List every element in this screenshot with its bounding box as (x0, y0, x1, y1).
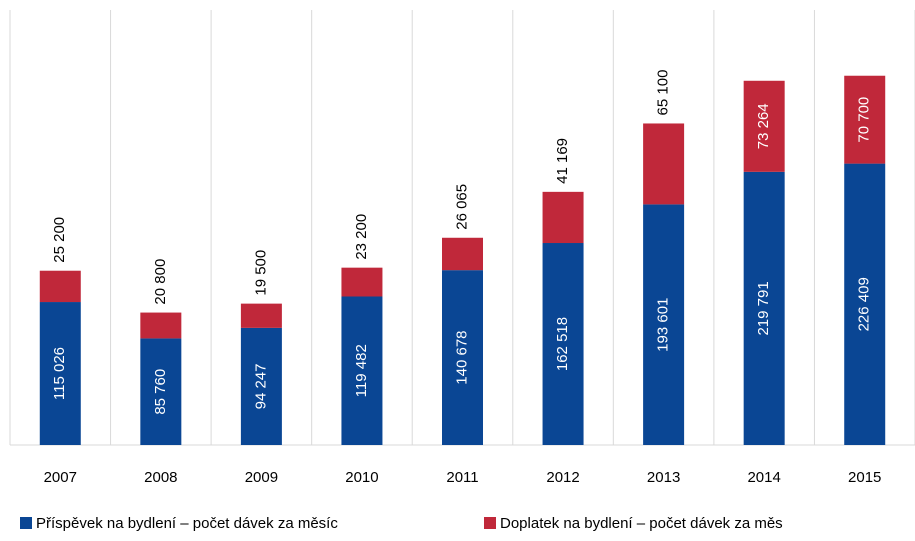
bar-segment (844, 163, 886, 445)
x-tick-label: 2010 (345, 469, 378, 486)
data-label: 85 760 (152, 369, 169, 415)
legend-label: Příspěvek na bydlení – počet dávek za mě… (36, 515, 338, 532)
data-label: 19 500 (252, 250, 269, 296)
x-tick-label: 2015 (848, 469, 881, 486)
data-label: 115 026 (51, 347, 68, 400)
legend-swatch (484, 517, 496, 529)
x-tick-label: 2011 (446, 469, 478, 486)
data-label: 226 409 (856, 277, 873, 331)
bar-segment (844, 75, 886, 164)
x-tick-label: 2008 (144, 469, 177, 486)
data-label: 193 601 (655, 298, 672, 352)
bar-segment (140, 312, 182, 339)
legend-swatch (20, 517, 32, 529)
bar-segment (542, 243, 584, 445)
bar-segment (643, 123, 685, 205)
bar-segment (341, 296, 383, 445)
bar-segment (39, 302, 81, 445)
x-tick-label: 2009 (245, 469, 278, 486)
bar-segment (643, 204, 685, 445)
bar-segment (442, 237, 483, 271)
bar-segment (542, 191, 584, 244)
x-tick-label: 2007 (44, 469, 77, 486)
data-label: 162 518 (554, 317, 571, 371)
x-tick-label: 2014 (747, 469, 780, 486)
bar-segment (743, 80, 785, 172)
data-label: 70 700 (856, 97, 873, 143)
x-tick-label: 2012 (546, 469, 579, 486)
data-label: 73 264 (755, 103, 772, 149)
bar-segment (240, 303, 282, 328)
data-label: 65 100 (655, 70, 672, 116)
bar-segment (240, 327, 282, 445)
bar-segment (39, 270, 81, 303)
data-label: 41 169 (554, 138, 571, 184)
data-label: 26 065 (453, 184, 470, 230)
bar-segment (341, 267, 383, 297)
x-tick-label: 2013 (647, 469, 680, 486)
data-label: 20 800 (152, 259, 169, 305)
data-label: 219 791 (755, 281, 772, 335)
data-label: 25 200 (51, 217, 68, 263)
legend-label: Doplatek na bydlení – počet dávek za měs (500, 515, 783, 532)
bar-segment (743, 171, 785, 446)
data-label: 119 482 (353, 344, 370, 397)
bar-segment (140, 338, 182, 445)
data-label: 94 247 (252, 363, 269, 409)
data-label: 140 678 (453, 330, 470, 384)
data-label: 23 200 (353, 214, 370, 260)
bar-segment (442, 270, 483, 445)
